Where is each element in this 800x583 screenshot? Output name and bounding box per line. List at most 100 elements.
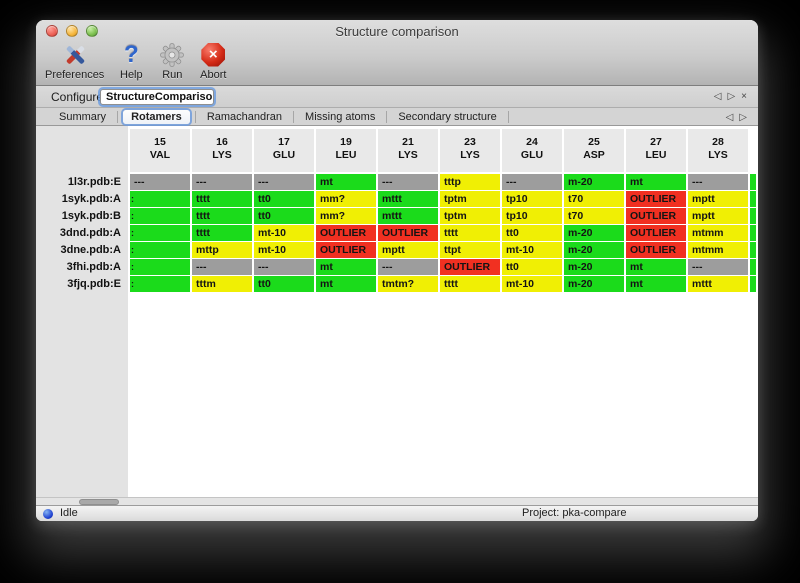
table-cell[interactable]: mm?	[316, 191, 376, 207]
column-header-15[interactable]: 15 VAL	[130, 129, 190, 172]
table-cell[interactable]: mm?	[316, 208, 376, 224]
column-header-23[interactable]: 23 LYS	[440, 129, 500, 172]
table-cell[interactable]: ---	[688, 174, 748, 190]
table-cell[interactable]: ---	[378, 174, 438, 190]
table-cell[interactable]: OUTLIER	[378, 225, 438, 241]
row-label[interactable]: 1l3r.pdb:E	[67, 176, 121, 188]
help-button[interactable]: ? Help	[117, 41, 145, 81]
table-cell[interactable]: tt0	[254, 276, 314, 292]
table-cell[interactable]: :	[130, 242, 190, 258]
table-cell[interactable]: mt	[316, 174, 376, 190]
table-cell[interactable]: tt0	[502, 225, 562, 241]
tab-secondary-structure[interactable]: Secondary structure	[398, 111, 497, 123]
column-header-24[interactable]: 24 GLU	[502, 129, 562, 172]
table-cell[interactable]: m-20	[564, 276, 624, 292]
minimize-button[interactable]	[66, 25, 78, 37]
table-cell[interactable]: ---	[502, 174, 562, 190]
table-cell[interactable]: mttt	[688, 276, 748, 292]
table-cell[interactable]: tt0	[254, 191, 314, 207]
table-cell[interactable]: tttt	[192, 225, 252, 241]
table-cell[interactable]: mtmm	[688, 242, 748, 258]
table-cell[interactable]: mptt	[688, 191, 748, 207]
titlebar[interactable]: Structure comparison	[36, 20, 758, 40]
table-cell[interactable]: ---	[378, 259, 438, 275]
partial-column-cell[interactable]	[750, 242, 756, 258]
configure-input[interactable]: StructureComparison_1	[100, 89, 214, 105]
table-cell[interactable]: :	[130, 191, 190, 207]
row-label[interactable]: 1syk.pdb:B	[61, 210, 121, 222]
table-cell[interactable]: tttp	[440, 174, 500, 190]
abort-button[interactable]: × Abort	[199, 41, 227, 81]
tab-missing-atoms[interactable]: Missing atoms	[305, 111, 376, 123]
table-cell[interactable]: ---	[688, 259, 748, 275]
table-cell[interactable]: ---	[130, 174, 190, 190]
table-cell[interactable]: :	[130, 225, 190, 241]
table-cell[interactable]: tptm	[440, 191, 500, 207]
scroll-tabs-left-button[interactable]: ◁	[725, 111, 734, 123]
table-cell[interactable]: :	[130, 208, 190, 224]
table-cell[interactable]: tmtm?	[378, 276, 438, 292]
table-cell[interactable]: mt	[626, 174, 686, 190]
table-cell[interactable]: tt0	[254, 208, 314, 224]
column-header-17[interactable]: 17 GLU	[254, 129, 314, 172]
table-cell[interactable]: tttt	[440, 225, 500, 241]
row-label[interactable]: 3fhi.pdb:A	[66, 261, 121, 273]
column-header-27[interactable]: 27 LEU	[626, 129, 686, 172]
row-label[interactable]: 1syk.pdb:A	[61, 193, 121, 205]
scroll-tabs-right-button[interactable]: ▷	[739, 111, 747, 123]
zoom-button[interactable]	[86, 25, 98, 37]
table-cell[interactable]: OUTLIER	[626, 242, 686, 258]
row-label[interactable]: 3dnd.pdb:A	[59, 227, 121, 239]
table-cell[interactable]: tt0	[502, 259, 562, 275]
table-cell[interactable]: ---	[192, 259, 252, 275]
partial-column-cell[interactable]	[750, 174, 756, 190]
table-cell[interactable]: tp10	[502, 191, 562, 207]
run-button[interactable]: Run	[158, 41, 186, 81]
table-cell[interactable]: mtmm	[688, 225, 748, 241]
partial-column-cell[interactable]	[750, 276, 756, 292]
column-header-21[interactable]: 21 LYS	[378, 129, 438, 172]
table-cell[interactable]: tttt	[192, 191, 252, 207]
table-cell[interactable]: m-20	[564, 174, 624, 190]
table-cell[interactable]: ---	[254, 174, 314, 190]
table-cell[interactable]: t70	[564, 191, 624, 207]
table-cell[interactable]: ttpt	[440, 242, 500, 258]
table-cell[interactable]: OUTLIER	[316, 242, 376, 258]
close-configuration-button[interactable]: ×	[741, 91, 747, 102]
partial-column-cell[interactable]	[750, 208, 756, 224]
table-cell[interactable]: mttp	[192, 242, 252, 258]
table-cell[interactable]: OUTLIER	[440, 259, 500, 275]
table-cell[interactable]: mt-10	[502, 242, 562, 258]
row-label[interactable]: 3dne.pdb:A	[60, 244, 122, 256]
table-cell[interactable]: ---	[192, 174, 252, 190]
column-header-19[interactable]: 19 LEU	[316, 129, 376, 172]
table-cell[interactable]: ---	[254, 259, 314, 275]
preferences-button[interactable]: Preferences	[45, 41, 104, 81]
table-cell[interactable]: mttt	[378, 191, 438, 207]
table-cell[interactable]: OUTLIER	[626, 191, 686, 207]
tab-ramachandran[interactable]: Ramachandran	[206, 111, 283, 123]
prev-configuration-button[interactable]: ◁	[713, 91, 722, 102]
table-cell[interactable]: mt-10	[254, 225, 314, 241]
tab-summary[interactable]: Summary	[59, 111, 107, 123]
table-cell[interactable]: OUTLIER	[626, 225, 686, 241]
table-cell[interactable]: t70	[564, 208, 624, 224]
partial-column-cell[interactable]	[750, 259, 756, 275]
table-cell[interactable]: mt	[316, 276, 376, 292]
table-cell[interactable]: m-20	[564, 259, 624, 275]
row-label[interactable]: 3fjq.pdb:E	[67, 278, 121, 290]
partial-column-cell[interactable]	[750, 225, 756, 241]
table-cell[interactable]: mt	[626, 259, 686, 275]
table-cell[interactable]: tttt	[192, 208, 252, 224]
table-cell[interactable]: OUTLIER	[316, 225, 376, 241]
table-cell[interactable]: m-20	[564, 225, 624, 241]
table-cell[interactable]: tp10	[502, 208, 562, 224]
table-cell[interactable]: m-20	[564, 242, 624, 258]
table-cell[interactable]: tptm	[440, 208, 500, 224]
column-header-28[interactable]: 28 LYS	[688, 129, 748, 172]
table-cell[interactable]: mt	[316, 259, 376, 275]
horizontal-scrollbar[interactable]	[36, 497, 758, 505]
next-configuration-button[interactable]: ▷	[727, 91, 736, 102]
column-header-16[interactable]: 16 LYS	[192, 129, 252, 172]
table-cell[interactable]: tttt	[440, 276, 500, 292]
